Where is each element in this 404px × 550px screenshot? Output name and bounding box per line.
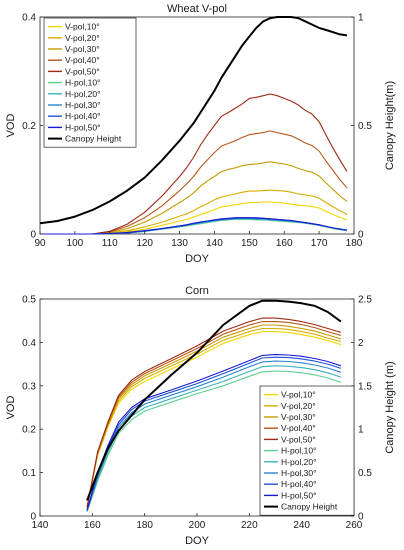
series-line (86, 356, 342, 511)
series-line (86, 324, 342, 508)
y-tick-label: 0.1 (22, 468, 36, 479)
legend-entry: V-pol,30° (281, 412, 316, 422)
x-tick-label: 160 (84, 520, 101, 531)
y2-tick-label: 1 (358, 425, 364, 436)
series-line (40, 201, 348, 235)
series-line (86, 321, 342, 508)
y-tick-label: 0.3 (22, 381, 36, 392)
y-tick-label: 0.5 (22, 295, 36, 306)
y2-tick-label: 0.5 (358, 121, 372, 132)
legend-entry: Canopy Height (65, 134, 122, 144)
series-line (86, 370, 342, 512)
y2-tick-label: 0.5 (358, 468, 372, 479)
x-tick-label: 150 (241, 238, 258, 249)
y-tick-label: 0.4 (22, 13, 36, 24)
legend-entry: V-pol,10° (281, 390, 316, 400)
chart-title: Wheat V-pol (167, 3, 227, 15)
x-tick-label: 200 (189, 520, 206, 531)
legend-entry: V-pol,50° (281, 434, 316, 444)
x-tick-label: 100 (67, 238, 84, 249)
y2-tick-label: 1.5 (358, 381, 372, 392)
legend-entry: V-pol,30° (65, 44, 100, 54)
y-tick-label: 0 (30, 512, 36, 523)
legend-entry: H-pol,10° (65, 78, 101, 88)
legend-entry: H-pol,40° (281, 479, 317, 489)
series-line (40, 93, 348, 235)
y2-tick-label: 1 (358, 13, 364, 24)
legend-entry: V-pol,40° (65, 55, 100, 65)
y-tick-label: 0.4 (22, 338, 36, 349)
x-tick-label: 260 (346, 520, 363, 531)
legend-entry: V-pol,20° (65, 33, 100, 43)
legend-entry: H-pol,30° (65, 100, 101, 110)
legend-entry: H-pol,20° (65, 89, 101, 99)
y-tick-label: 0.2 (22, 121, 36, 132)
x-tick-label: 130 (171, 238, 188, 249)
legend-entry: H-pol,50° (65, 122, 101, 132)
series-line (86, 299, 342, 501)
x-tick-label: 220 (241, 520, 258, 531)
legend-entry: H-pol,20° (281, 457, 317, 467)
x-tick-label: 140 (206, 238, 223, 249)
corn-chart-panel: 140 160 180 200 220 240 26000.10.20.30.40.500.… (5, 285, 396, 547)
series-line (86, 327, 342, 508)
x-axis-label: DOY (185, 535, 210, 547)
x-tick-label: 140 (32, 520, 49, 531)
chart-title: Corn (185, 285, 209, 297)
y-axis-label: VOD (5, 396, 17, 420)
x-axis-label: DOY (185, 253, 210, 265)
legend-entry: V-pol,50° (65, 66, 100, 76)
legend-entry: Canopy Height (281, 502, 338, 512)
series-line (40, 217, 348, 235)
y2-tick-label: 2 (358, 338, 364, 349)
x-tick-label: 180 (346, 238, 363, 249)
x-tick-label: 180 (136, 520, 153, 531)
series-line (40, 130, 348, 235)
legend-entry: V-pol,10° (65, 22, 100, 32)
legend-entry: V-pol,20° (281, 401, 316, 411)
series-line (39, 16, 348, 225)
x-tick-label: 110 (102, 238, 118, 249)
wheat-chart-panel: 90 100 110 120 130 140 150 160 170 18000.20.400.5… (5, 3, 396, 265)
series-line (40, 189, 348, 235)
y-axis-label: VOD (5, 114, 17, 138)
y-tick-label: 0 (30, 230, 36, 241)
x-tick-label: 240 (293, 520, 310, 531)
series-line (86, 317, 342, 508)
legend-entry: H-pol,10° (281, 446, 317, 456)
series-line (86, 331, 342, 508)
series-line (86, 354, 342, 511)
y2-axis-label: Canopy Height(m) (384, 81, 396, 170)
y2-axis-label: Canopy Height (m) (384, 361, 396, 453)
legend-entry: H-pol,50° (281, 490, 317, 500)
legend-entry: H-pol,40° (65, 111, 101, 121)
x-tick-label: 120 (136, 238, 153, 249)
x-tick-label: 160 (276, 238, 293, 249)
series-line (40, 161, 348, 235)
y2-tick-label: 0 (358, 512, 364, 523)
y2-tick-label: 0 (358, 230, 364, 241)
x-tick-label: 90 (34, 238, 46, 249)
x-tick-label: 170 (311, 238, 328, 249)
legend-entry: H-pol,30° (281, 468, 317, 478)
y2-tick-label: 2.5 (358, 295, 372, 306)
y-tick-label: 0.2 (22, 425, 36, 436)
legend-entry: V-pol,40° (281, 423, 316, 433)
